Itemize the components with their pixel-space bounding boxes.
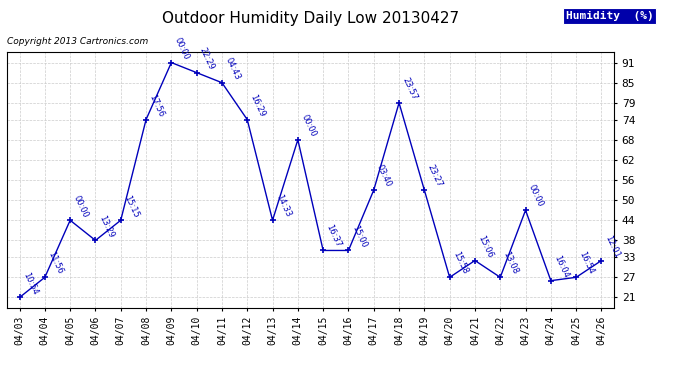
Text: 16:37: 16:37 — [324, 224, 343, 249]
Text: 13:29: 13:29 — [97, 214, 115, 239]
Text: 00:00: 00:00 — [172, 36, 191, 61]
Text: 15:58: 15:58 — [451, 251, 469, 276]
Text: 22:29: 22:29 — [198, 46, 216, 71]
Text: 00:00: 00:00 — [299, 113, 317, 138]
Text: 16:29: 16:29 — [248, 93, 267, 118]
Text: 23:27: 23:27 — [426, 163, 444, 189]
Text: 03:40: 03:40 — [375, 163, 393, 189]
Text: 00:00: 00:00 — [527, 183, 545, 209]
Text: Copyright 2013 Cartronics.com: Copyright 2013 Cartronics.com — [7, 38, 148, 46]
Text: 15:06: 15:06 — [476, 234, 495, 259]
Text: 13:08: 13:08 — [502, 251, 520, 276]
Text: 12:01: 12:01 — [603, 234, 621, 259]
Text: 14:33: 14:33 — [274, 194, 293, 219]
Text: 16:54: 16:54 — [578, 251, 595, 276]
Text: 00:00: 00:00 — [72, 194, 90, 219]
Text: 11:56: 11:56 — [46, 251, 64, 276]
Text: Outdoor Humidity Daily Low 20130427: Outdoor Humidity Daily Low 20130427 — [162, 11, 459, 26]
Text: 16:04: 16:04 — [552, 254, 571, 279]
Text: 17:56: 17:56 — [148, 93, 166, 118]
Text: 10:54: 10:54 — [21, 271, 39, 296]
Text: 04:43: 04:43 — [224, 56, 241, 81]
Text: 15:15: 15:15 — [122, 194, 140, 219]
Text: 15:00: 15:00 — [350, 224, 368, 249]
Text: Humidity  (%): Humidity (%) — [566, 11, 653, 21]
Text: 23:57: 23:57 — [400, 76, 419, 102]
